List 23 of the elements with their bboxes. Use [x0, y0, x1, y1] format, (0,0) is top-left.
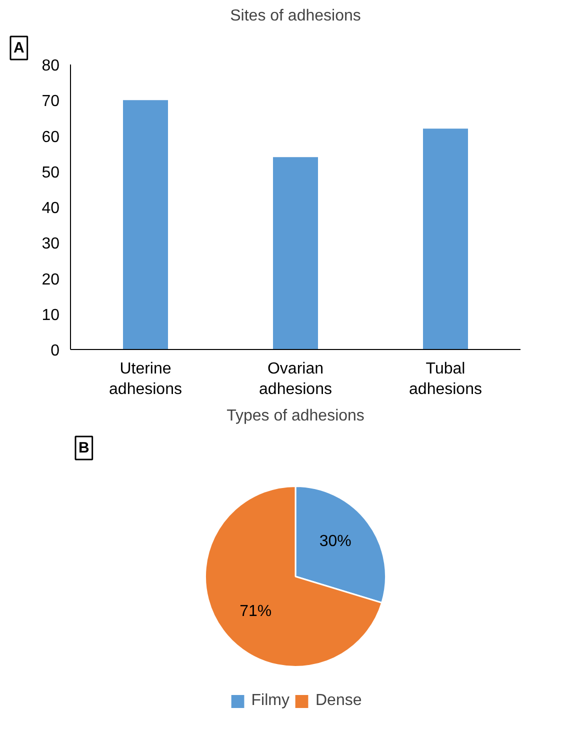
x-tick-label: Tubal adhesions — [409, 360, 482, 398]
text: A — [14, 40, 24, 56]
data-label: 71% — [240, 602, 272, 620]
chart-title: Sites of adhesions — [230, 8, 361, 24]
y-tick-label: 60 — [42, 128, 60, 146]
bar — [123, 100, 168, 350]
y-tick-label: 80 — [42, 58, 60, 74]
legend-label: Dense — [315, 692, 362, 710]
y-tick-label: 20 — [42, 271, 60, 288]
data-label: 30% — [319, 533, 352, 550]
legend-label: Filmy — [251, 692, 290, 710]
x-tick-label: Ovarian adhesions — [259, 360, 332, 398]
bar — [423, 128, 468, 350]
y-tick-label: 30 — [42, 236, 60, 253]
bar — [273, 157, 318, 350]
y-tick-label: 50 — [42, 164, 60, 182]
y-tick-label: 10 — [42, 306, 60, 324]
text: B — [78, 440, 90, 456]
chart-title: Types of adhesions — [226, 408, 364, 424]
y-tick-label: 70 — [42, 93, 60, 110]
y-tick-label: 40 — [42, 200, 60, 217]
x-tick-label: Uterine adhesions — [109, 360, 182, 398]
y-tick-label: 0 — [50, 342, 60, 360]
